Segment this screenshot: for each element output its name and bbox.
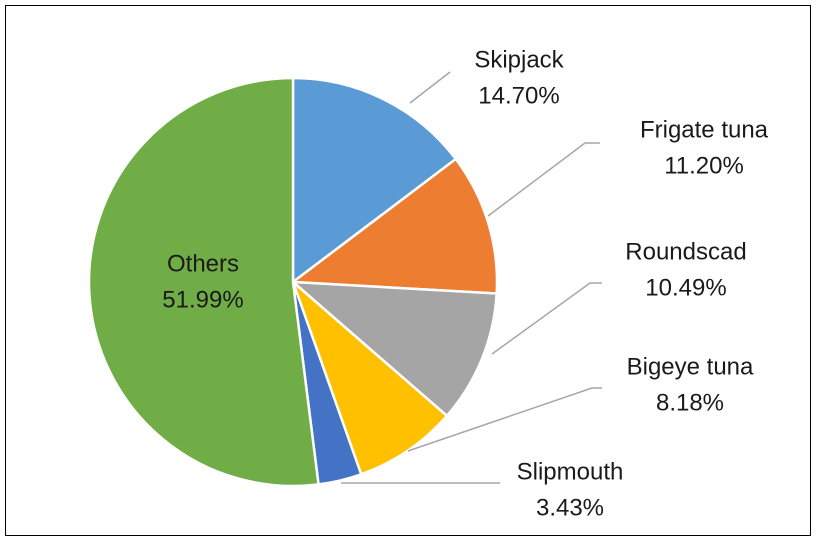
slice-name-label-roundscad: Roundscad [625,239,746,266]
slice-value-label-frigate-tuna: 11.20% [664,153,744,180]
leader-line-skipjack [409,71,451,104]
slice-name-label-slipmouth: Slipmouth [517,459,624,486]
pie-slices [87,76,499,488]
leader-line-frigate-tuna [487,142,600,217]
slice-value-label-skipjack: 14.70% [478,83,559,110]
leader-line-bigeye-tuna [407,387,602,452]
pie-slice-others [87,76,320,488]
slice-value-label-bigeye-tuna: 8.18% [656,390,724,417]
pie-slice-skipjack [291,76,458,284]
pie-slice-frigate-tuna [291,157,499,295]
leader-line-roundscad [491,282,602,355]
slice-value-label-roundscad: 10.49% [645,275,726,302]
data-labels: Skipjack 14.70% Frigate tuna 11.20% Roundsca… [162,47,768,522]
slice-value-label-others: 51.99% [162,287,243,314]
leader-lines [341,71,602,484]
slice-name-label-bigeye-tuna: Bigeye tuna [627,354,754,381]
pie-slice-bigeye-tuna [291,280,449,476]
slice-name-label-frigate-tuna: Frigate tuna [640,117,769,144]
slice-value-label-slipmouth: 3.43% [536,495,604,522]
pie-slice-roundscad [291,280,498,418]
slice-name-label-skipjack: Skipjack [474,47,564,74]
slice-name-label-others: Others [167,251,239,278]
